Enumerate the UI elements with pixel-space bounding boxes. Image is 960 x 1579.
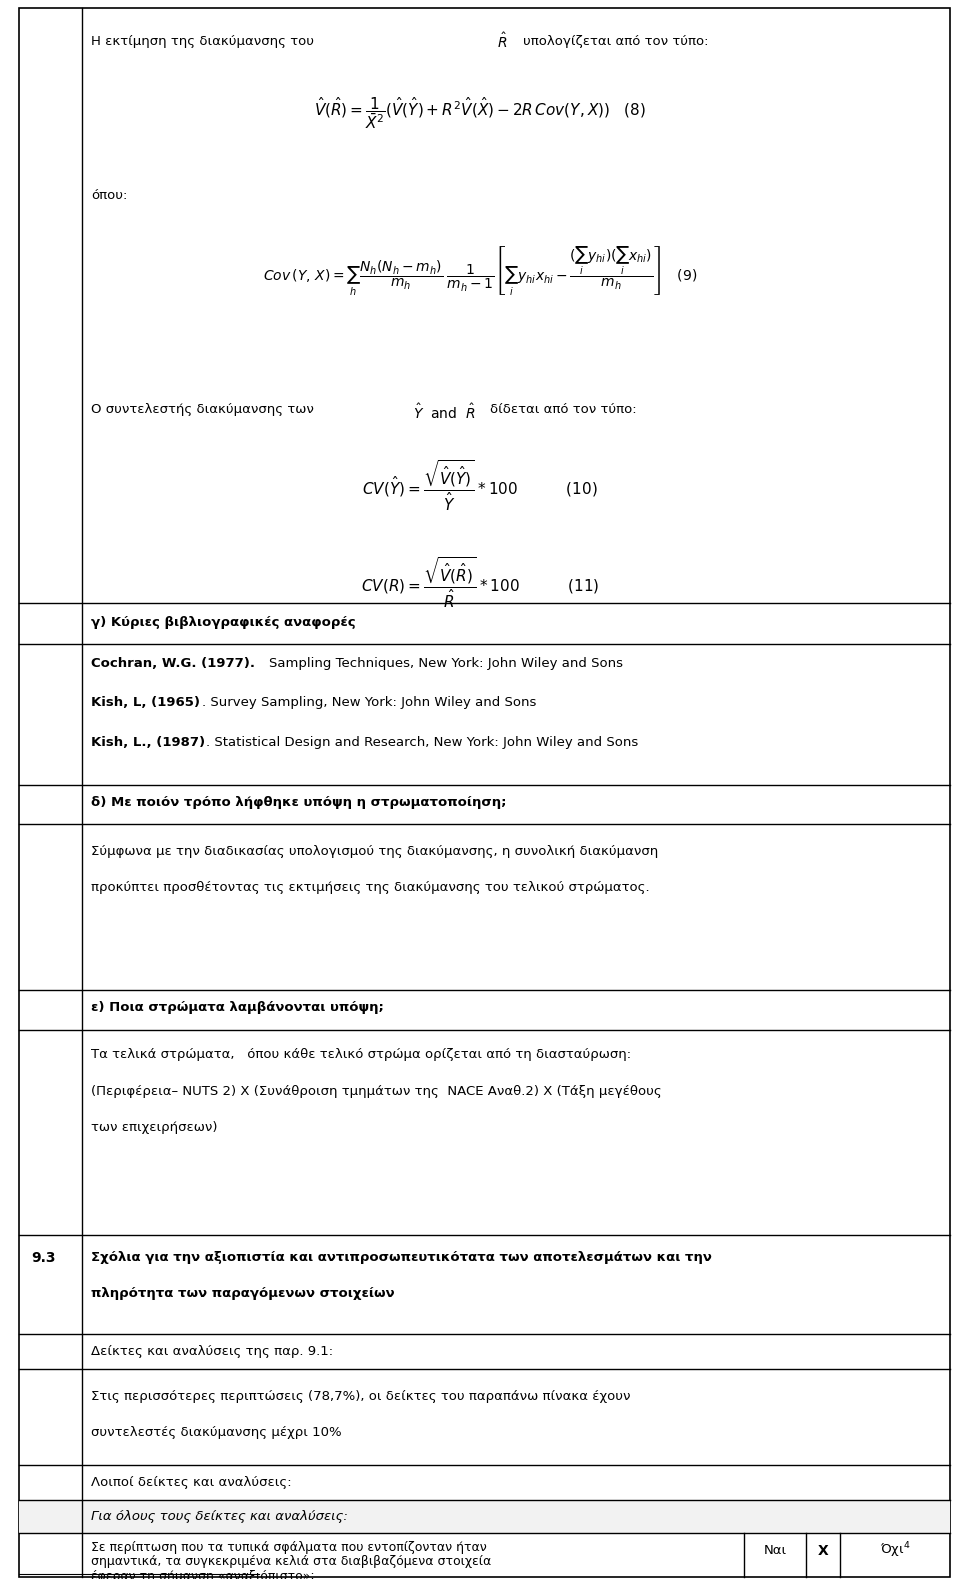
Text: δ) Με ποιόν τρόπο λήφθηκε υπόψη η στρωματοποίηση;: δ) Με ποιόν τρόπο λήφθηκε υπόψη η στρωμα…: [91, 796, 507, 808]
Text: $\hat{Y}$  and  $\hat{R}$: $\hat{Y}$ and $\hat{R}$: [413, 403, 475, 422]
Text: συντελεστές διακύμανσης μέχρι 10%: συντελεστές διακύμανσης μέχρι 10%: [91, 1426, 342, 1438]
Text: Η εκτίμηση της διακύμανσης του: Η εκτίμηση της διακύμανσης του: [91, 35, 319, 47]
Text: X: X: [818, 1544, 828, 1557]
Text: υπολογίζεται από τον τύπο:: υπολογίζεται από τον τύπο:: [523, 35, 708, 47]
Text: Δείκτες και αναλύσεις της παρ. 9.1:: Δείκτες και αναλύσεις της παρ. 9.1:: [91, 1345, 333, 1358]
Text: $\hat{V}(\hat{R}) = \dfrac{1}{\bar{X}^{2}}(\hat{V}(\hat{Y}) + R^{2}\hat{V}(\hat{: $\hat{V}(\hat{R}) = \dfrac{1}{\bar{X}^{2…: [314, 95, 646, 131]
Text: Sampling Techniques, New York: John Wiley and Sons: Sampling Techniques, New York: John Wile…: [269, 657, 623, 669]
Text: Σύμφωνα με την διαδικασίας υπολογισμού της διακύμανσης, η συνολική διακύμανση: Σύμφωνα με την διαδικασίας υπολογισμού τ…: [91, 845, 659, 857]
Text: Ναι: Ναι: [763, 1544, 787, 1557]
Text: πληρότητα των παραγόμενων στοιχείων: πληρότητα των παραγόμενων στοιχείων: [91, 1287, 395, 1300]
Text: $CV(\hat{Y}) = \dfrac{\sqrt{\hat{V}(\hat{Y})}}{\hat{Y}} * 100$          (10): $CV(\hat{Y}) = \dfrac{\sqrt{\hat{V}(\hat…: [362, 458, 598, 513]
Text: Kish, L, (1965): Kish, L, (1965): [91, 696, 201, 709]
Text: $CV(R) = \dfrac{\sqrt{\hat{V}(\hat{R})}}{\hat{R}} * 100$          (11): $CV(R) = \dfrac{\sqrt{\hat{V}(\hat{R})}}…: [361, 556, 599, 611]
Text: Τα τελικά στρώματα,   όπου κάθε τελικό στρώμα ορίζεται από τη διασταύρωση:: Τα τελικά στρώματα, όπου κάθε τελικό στρ…: [91, 1048, 632, 1061]
Text: 9.3: 9.3: [31, 1251, 56, 1265]
Text: έφεραν τη σήμανση «αναξιόπιστο»;: έφεραν τη σήμανση «αναξιόπιστο»;: [91, 1570, 315, 1579]
Text: $\hat{R}$: $\hat{R}$: [497, 32, 508, 51]
Text: Λοιποί δείκτες και αναλύσεις:: Λοιποί δείκτες και αναλύσεις:: [91, 1476, 292, 1489]
Text: Kish, L., (1987): Kish, L., (1987): [91, 736, 205, 748]
Text: Σχόλια για την αξιοπιστία και αντιπροσωπευτικότατα των αποτελεσμάτων και την: Σχόλια για την αξιοπιστία και αντιπροσωπ…: [91, 1251, 712, 1263]
Text: ε) Ποια στρώματα λαμβάνονται υπόψη;: ε) Ποια στρώματα λαμβάνονται υπόψη;: [91, 1001, 384, 1014]
Text: Ο συντελεστής διακύμανσης των: Ο συντελεστής διακύμανσης των: [91, 403, 319, 415]
Bar: [19, 1500, 950, 1533]
Text: . Statistical Design and Research, New York: John Wiley and Sons: . Statistical Design and Research, New Y…: [206, 736, 638, 748]
Text: όπου:: όπου:: [91, 189, 128, 202]
Text: Για όλους τους δείκτες και αναλύσεις:: Για όλους τους δείκτες και αναλύσεις:: [91, 1510, 348, 1522]
Text: των επιχειρήσεων): των επιχειρήσεων): [91, 1121, 218, 1134]
Text: (Περιφέρεια– NUTS 2) X (Συνάθροιση τμημάτων της  NACE Αναθ.2) X (Τάξη μεγέθους: (Περιφέρεια– NUTS 2) X (Συνάθροιση τμημά…: [91, 1085, 662, 1097]
Text: $Cov\,(Y,\,X) = \sum_{h} \dfrac{N_{h}(N_{h}-m_{h})}{m_{h}} \; \dfrac{1}{m_{h}-1}: $Cov\,(Y,\,X) = \sum_{h} \dfrac{N_{h}(N_…: [263, 245, 697, 298]
Text: σημαντικά, τα συγκεκριμένα κελιά στα διαβιβαζόμενα στοιχεία: σημαντικά, τα συγκεκριμένα κελιά στα δια…: [91, 1555, 492, 1568]
Text: . Survey Sampling, New York: John Wiley and Sons: . Survey Sampling, New York: John Wiley …: [202, 696, 536, 709]
Text: Cochran, W.G. (1977).: Cochran, W.G. (1977).: [91, 657, 260, 669]
Text: Όχι$^{4}$: Όχι$^{4}$: [880, 1541, 910, 1560]
Text: Σε περίπτωση που τα τυπικά σφάλματα που εντοπίζονταν ήταν: Σε περίπτωση που τα τυπικά σφάλματα που …: [91, 1541, 487, 1554]
Text: δίδεται από τον τύπο:: δίδεται από τον τύπο:: [490, 403, 636, 415]
Text: γ) Κύριες βιβλιογραφικές αναφορές: γ) Κύριες βιβλιογραφικές αναφορές: [91, 616, 356, 628]
Text: Στις περισσότερες περιπτώσεις (78,7%), οι δείκτες του παραπάνω πίνακα έχουν: Στις περισσότερες περιπτώσεις (78,7%), ο…: [91, 1390, 631, 1402]
Text: προκύπτει προσθέτοντας τις εκτιμήσεις της διακύμανσης του τελικού στρώματος.: προκύπτει προσθέτοντας τις εκτιμήσεις τη…: [91, 881, 650, 894]
